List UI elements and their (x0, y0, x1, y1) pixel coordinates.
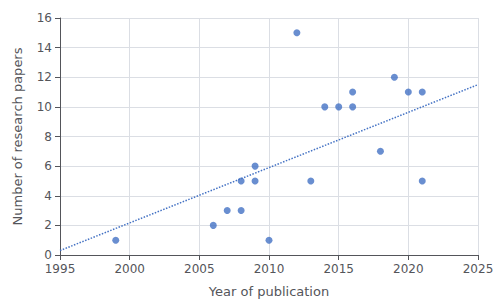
svg-text:6: 6 (44, 159, 52, 173)
svg-text:2000: 2000 (114, 262, 145, 276)
svg-text:2010: 2010 (254, 262, 285, 276)
svg-text:Number of research papers: Number of research papers (10, 47, 25, 225)
svg-text:2: 2 (44, 218, 52, 232)
svg-text:2015: 2015 (323, 262, 354, 276)
svg-text:1995: 1995 (45, 262, 76, 276)
svg-text:12: 12 (37, 70, 52, 84)
svg-text:8: 8 (44, 130, 52, 144)
svg-text:Year of publication: Year of publication (208, 284, 329, 299)
svg-text:4: 4 (44, 189, 52, 203)
svg-text:2020: 2020 (393, 262, 424, 276)
svg-text:0: 0 (44, 248, 52, 262)
svg-text:10: 10 (37, 100, 52, 114)
svg-text:2025: 2025 (463, 262, 494, 276)
svg-text:14: 14 (37, 41, 52, 55)
svg-text:2005: 2005 (184, 262, 215, 276)
svg-text:16: 16 (37, 11, 52, 25)
